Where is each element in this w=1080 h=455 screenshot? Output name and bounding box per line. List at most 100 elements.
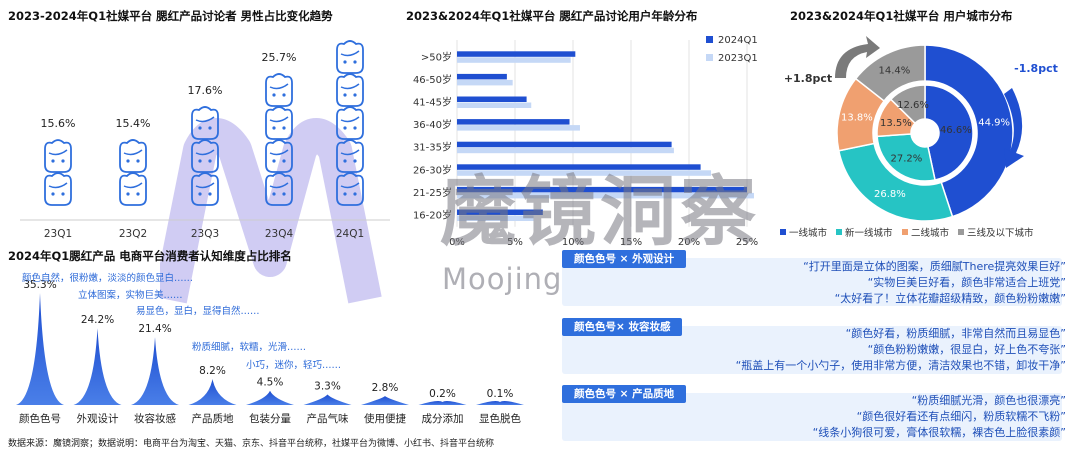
legend-swatch [958,229,964,235]
y-category-label: 26-30岁 [413,163,452,176]
annotation-decrease: -1.8pct [1014,62,1058,75]
pictograph-hair-icon [123,182,143,189]
peak-shape [131,337,179,405]
peak-category-label: 使用便捷 [364,412,406,425]
pictograph-category-label: 23Q4 [265,228,294,240]
pictograph-column [265,73,293,206]
bar-2023Q1 [457,147,674,154]
pictograph-face-icon [265,172,293,206]
legend-label: 2023Q1 [718,53,758,64]
peak-value-label: 35.3% [23,279,56,291]
quote-3-line-3: “线条小狗很可爱，膏体很软糯，裸杏色上脸很素颜” [812,426,1066,439]
pictograph-face-icon [119,172,147,206]
peak-category-label: 颜色色号 [19,412,61,425]
peak-category-label: 产品气味 [307,412,349,425]
age-chart-title: 2023&2024年Q1社媒平台 腮红产品讨论用户年龄分布 [406,9,698,23]
y-category-label: >50岁 [421,50,452,63]
quote-3-line-2: “颜色很好看还有点细闪，粉质软糯不飞粉” [856,410,1066,423]
x-tick-label: 15% [620,237,642,248]
pictograph-eye-icon [343,93,347,97]
peak-value-label: 3.3% [314,381,341,393]
pictograph-eye-icon [353,159,357,163]
pictograph-hair-icon [269,149,289,156]
quote-1-line-3: “太好看了！立体花瓣超级精致，颜色粉粉嫩嫩” [834,292,1066,305]
pictograph-eye-icon [61,159,65,163]
pictograph-eye-icon [353,192,357,196]
x-tick-label: 25% [736,237,758,248]
pictograph-hair-icon [340,182,360,189]
pictograph-hair-icon [269,83,289,90]
quote-2-line-2: “颜色粉粉嫩嫩，很显白，好上色不夸张” [867,343,1066,356]
peak-shape [303,394,352,405]
pictograph-eye-icon [272,126,276,130]
pictograph-eye-icon [126,159,130,163]
bar-2024Q1 [457,119,570,125]
y-category-label: 31-35岁 [413,141,452,154]
donut-value-label: 26.8% [874,189,906,200]
pictograph-eye-icon [208,192,212,196]
y-category-label: 36-40岁 [413,118,452,131]
legend-label: 二线城市 [911,227,950,239]
pictograph-face-icon [336,172,364,206]
note-texture: 粉质细腻，软糯，光滑…… [192,342,307,353]
pictograph-face-icon [191,106,219,140]
pictograph-hair-icon [48,182,68,189]
y-category-label: 46-50岁 [413,73,452,86]
pictograph-hair-icon [195,116,215,123]
pictograph-eye-icon [282,93,286,97]
pictograph-hair-icon [195,149,215,156]
pictograph-face-icon [336,40,364,74]
pictograph-eye-icon [272,192,276,196]
donut-slice-inner [924,84,974,181]
pictograph-eye-icon [51,159,55,163]
pictograph-hair-icon [48,149,68,156]
pictograph-column [44,139,72,206]
peak-category-label: 产品质地 [192,412,234,425]
bar-2024Q1 [457,96,527,102]
pictograph-eye-icon [198,192,202,196]
note-design: 立体图案，实物巨美…… [78,290,183,301]
note-package: 小巧，迷你，轻巧…… [246,360,342,371]
pictograph-face-icon [265,73,293,107]
pictograph-eye-icon [343,159,347,163]
pictograph-column [336,40,364,206]
x-tick-label: 0% [449,237,465,248]
pictograph-eye-icon [208,126,212,130]
pictograph-hair-icon [195,182,215,189]
pictograph-hair-icon [269,182,289,189]
bar-2024Q1 [457,51,576,57]
quote-2-line-3: “瓶盖上有一个小勺子，使用非常方便，清洁效果也不错，卸妆干净” [735,359,1066,372]
donut-slice-inner [876,133,936,182]
pictograph-hair-icon [269,116,289,123]
annotation-increase: +1.8pct [784,72,832,85]
donut-value-label: 46.6% [940,125,972,136]
pictograph-column [119,139,147,206]
bar-2023Q1 [457,192,754,199]
pictograph-face-icon [191,172,219,206]
x-tick-label: 20% [678,237,700,248]
bar-2023Q1 [457,102,532,108]
bar-2024Q1 [457,141,672,148]
pictograph-face-icon [119,139,147,173]
bar-2023Q1 [457,170,712,176]
decrease-arrow-icon [1004,88,1024,168]
legend-swatch [780,229,786,235]
pictograph-face-icon [44,172,72,206]
pictograph-eye-icon [353,60,357,64]
pictograph-category-label: 23Q2 [119,228,147,240]
peak-category-label: 成分添加 [422,412,464,425]
legend-swatch [706,54,713,61]
pictograph-value-label: 32.0% [333,30,368,31]
legend-label: 一线城市 [789,227,828,239]
peak-shape [246,390,294,405]
pictograph-hair-icon [123,149,143,156]
city-distribution-chart: 44.9% 26.8% 13.8% 14.4% 46.6% 27.2% 13.5% 12.6%… [780,36,1058,239]
y-category-label: 21-25岁 [413,186,452,199]
peak-value-label: 24.2% [81,314,114,326]
rank-chart-title: 2024年Q1腮红产品 电商平台消费者认知维度占比排名 [8,249,292,263]
age-distribution-chart: 0% 5% 10% 15% 20% 25% >50岁 46-50岁 41-45岁 36-40岁 31… [413,35,758,248]
donut-value-label: 12.6% [897,100,929,111]
pictograph-value-label: 15.4% [116,117,151,130]
pictograph-eye-icon [208,159,212,163]
pictograph-eye-icon [198,159,202,163]
